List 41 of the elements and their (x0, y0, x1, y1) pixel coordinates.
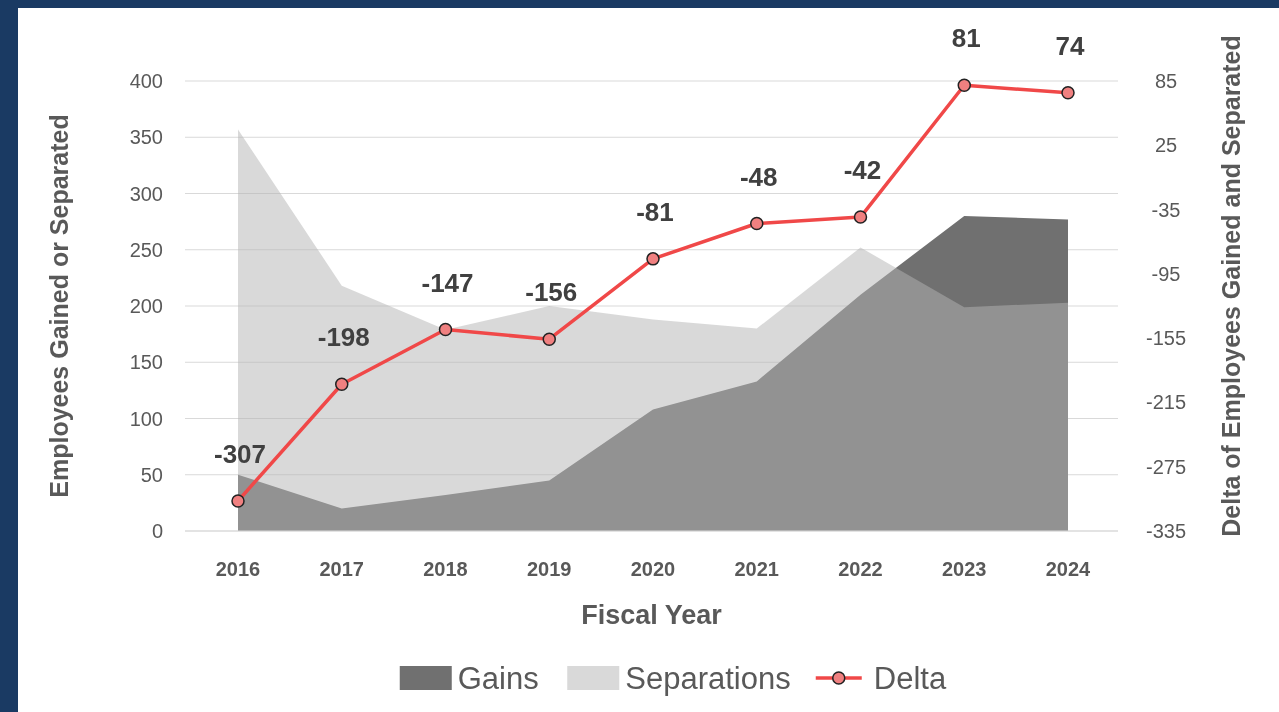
y-tick-label: 0 (151, 520, 163, 542)
data-label: -147 (421, 267, 474, 298)
x-tick-label: 2019 (527, 558, 572, 580)
x-axis-title: Fiscal Year (581, 600, 723, 630)
x-tick-label: 2020 (630, 558, 676, 580)
y2-tick-label: -335 (1145, 520, 1187, 542)
y2-tick-label: 25 (1154, 134, 1178, 157)
x-tick-label: 2021 (734, 558, 779, 580)
x-tick-label: 2016 (215, 558, 261, 580)
y-tick-label: 150 (129, 351, 163, 374)
y-tick-label: 100 (129, 407, 163, 430)
data-label: -307 (213, 439, 267, 469)
y-tick-label: 50 (140, 463, 163, 486)
x-tick-label: 2024 (1045, 558, 1092, 580)
y-tick-label: 350 (129, 126, 163, 149)
y2-tick-label: -95 (1151, 262, 1181, 285)
y2-tick-label: -275 (1145, 455, 1187, 478)
legend-label: Separations (625, 661, 791, 696)
legend-label: Delta (873, 661, 947, 696)
y2-tick-label: -35 (1151, 198, 1181, 221)
y-tick-label: 300 (129, 182, 163, 205)
x-tick-label: 2023 (942, 558, 987, 580)
data-label: -198 (317, 322, 370, 353)
x-tick-label: 2022 (838, 558, 883, 580)
y2-tick-label: -215 (1145, 391, 1187, 414)
y-tick-label: 400 (129, 70, 163, 92)
y2-tick-label: 85 (1154, 70, 1178, 92)
y2-axis-title: Delta of Employees Gained and Separated (1217, 35, 1245, 537)
y-tick-label: 200 (129, 295, 163, 317)
data-label: -42 (843, 155, 882, 186)
data-label: -81 (636, 196, 674, 227)
x-tick-label: 2017 (319, 558, 364, 580)
legend-label: Gains (457, 661, 539, 696)
data-label: -48 (739, 161, 778, 192)
x-tick-label: 2018 (423, 558, 468, 580)
y2-tick-label: -155 (1145, 327, 1187, 350)
data-label: -156 (525, 277, 578, 308)
data-label: 74 (1055, 30, 1085, 61)
y-tick-label: 250 (129, 238, 163, 261)
data-label: 81 (951, 23, 981, 54)
y-axis-title: Employees Gained or Separated (45, 114, 73, 498)
